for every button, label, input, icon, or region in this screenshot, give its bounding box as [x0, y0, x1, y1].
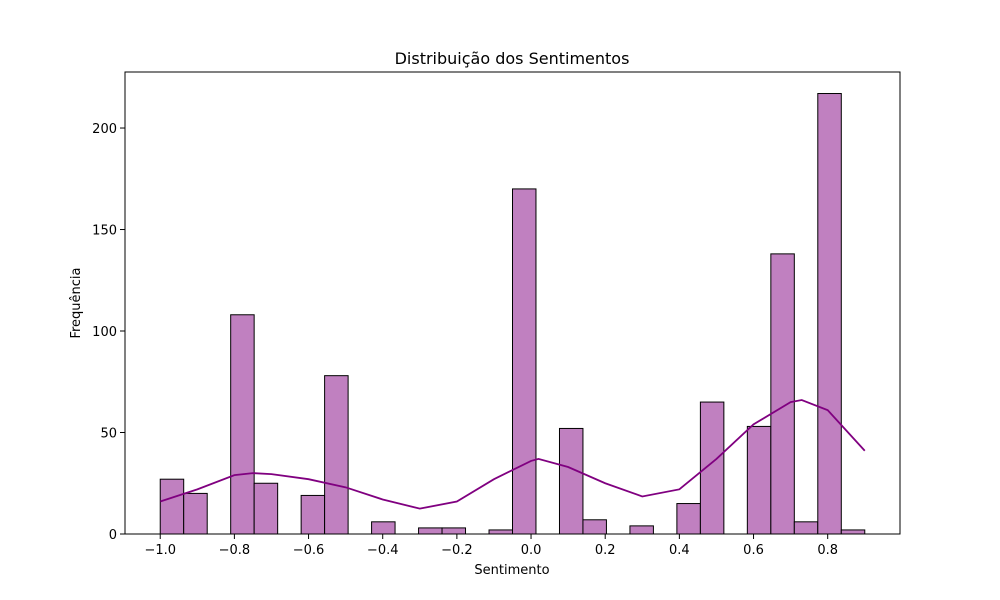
bar [183, 492, 208, 535]
bar [629, 525, 654, 535]
bar [253, 482, 279, 535]
x-tick-label: −0.2 [441, 543, 473, 558]
bar [324, 375, 349, 535]
bar [582, 519, 607, 535]
bar [676, 503, 701, 535]
x-tick-label: 0.0 [521, 543, 542, 558]
x-tick-label: 0.8 [817, 543, 838, 558]
bar [488, 529, 514, 535]
bar [300, 494, 326, 535]
x-tick-label: 0.6 [743, 543, 764, 558]
x-tick-label: −0.4 [367, 543, 399, 558]
y-tick-label: 100 [92, 325, 117, 340]
bar [558, 427, 584, 535]
chart-title: Distribuição dos Sentimentos [395, 49, 630, 68]
bar [770, 253, 795, 535]
y-tick-label: 150 [92, 224, 117, 239]
bar [418, 527, 443, 535]
y-axis-label: Frequência [69, 267, 84, 338]
bar [840, 529, 866, 535]
bar [371, 521, 396, 535]
x-tick-label: 0.2 [595, 543, 616, 558]
y-tick-label: 50 [100, 427, 117, 442]
bar [817, 93, 842, 535]
x-tick-label: 0.4 [669, 543, 690, 558]
x-tick-label: −0.8 [219, 543, 251, 558]
y-tick-label: 200 [92, 122, 117, 137]
x-tick-label: −1.0 [144, 543, 176, 558]
bar [746, 425, 772, 535]
x-axis-label: Sentimento [474, 563, 549, 578]
plot-frame [124, 71, 901, 535]
bar [441, 527, 467, 535]
bar [230, 314, 255, 535]
bar [793, 521, 819, 535]
y-tick-label: 0 [109, 528, 117, 543]
bar [512, 188, 537, 535]
bar [159, 478, 185, 535]
kde-line [159, 399, 866, 510]
x-tick-label: −0.6 [293, 543, 325, 558]
